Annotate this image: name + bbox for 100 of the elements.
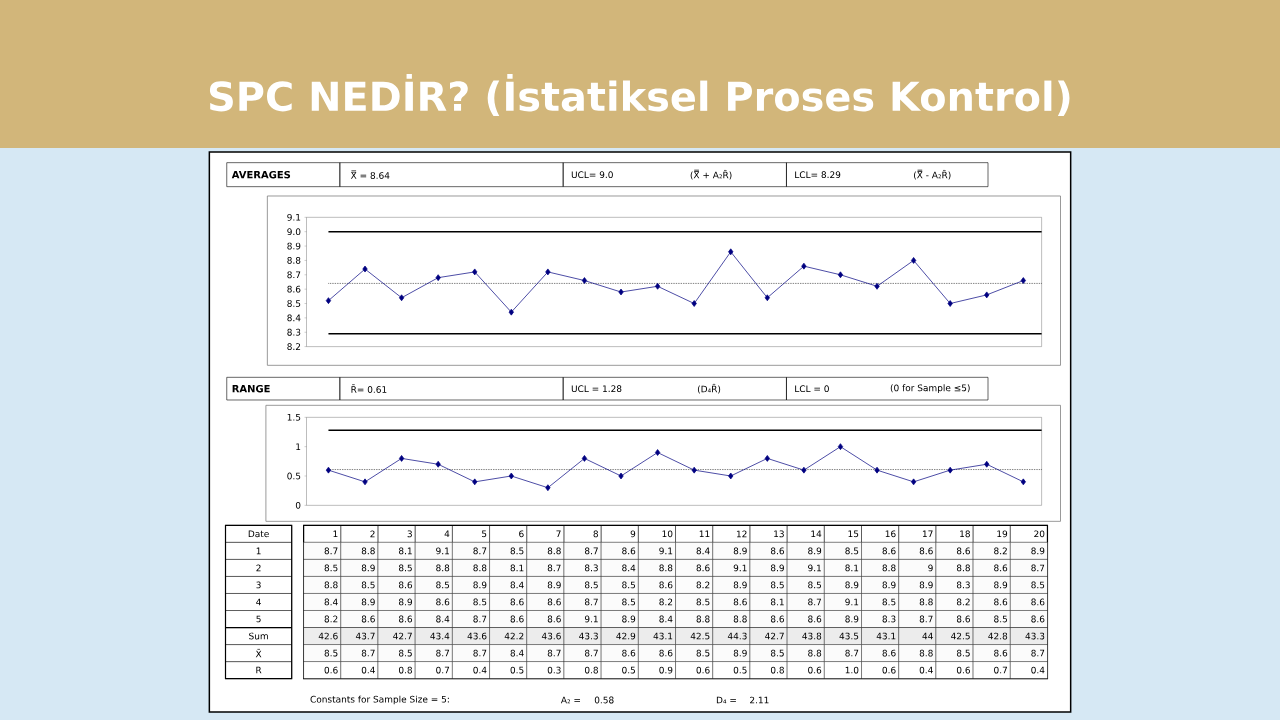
x-tick-label: 6 xyxy=(519,530,524,538)
data-label: 0.4 xyxy=(473,666,487,674)
x-tick-label: 18 xyxy=(960,530,970,538)
data-label: 0.4 xyxy=(919,666,933,674)
data-label: 8.1 xyxy=(845,564,859,572)
chart-title: RANGE xyxy=(232,384,270,393)
data-label: 8.6 xyxy=(956,615,970,623)
data-label: 8.6 xyxy=(882,547,896,555)
data-label: 8.8 xyxy=(733,615,747,623)
data-label: 8.6 xyxy=(622,547,636,555)
y-tick-label: 1.5 xyxy=(287,414,301,421)
data-label: 0.7 xyxy=(994,666,1007,674)
data-label: 8.9 xyxy=(733,547,747,555)
data-label: 8.5 xyxy=(398,564,412,572)
x-tick-label: 17 xyxy=(922,530,933,538)
x-tick-label: 7 xyxy=(556,530,561,538)
data-label: 8.6 xyxy=(696,564,710,572)
x-tick-label: 9 xyxy=(630,530,636,538)
text: R̄= 0.61 xyxy=(351,384,387,393)
text: D₄ = xyxy=(716,696,736,704)
x-tick-label: 2 xyxy=(370,530,375,538)
x-tick-label: 14 xyxy=(811,530,822,538)
data-label: 8.5 xyxy=(324,649,338,657)
data-label: 8.6 xyxy=(398,581,413,589)
data-label: 1.0 xyxy=(845,666,859,674)
data-label: 8.8 xyxy=(473,564,487,572)
data-label: 8.8 xyxy=(808,649,822,657)
data-label: 8.6 xyxy=(659,649,673,657)
data-label: 8.6 xyxy=(956,547,970,555)
data-label: 43.8 xyxy=(802,632,822,640)
y-tick-label: R xyxy=(256,666,262,674)
x-tick-label: 10 xyxy=(662,530,673,538)
data-label: 8.8 xyxy=(659,564,673,572)
data-label: 8.9 xyxy=(994,581,1008,589)
data-label: 8.7 xyxy=(547,564,561,572)
data-label: 8.6 xyxy=(994,598,1008,606)
data-label: 8.6 xyxy=(770,615,785,623)
data-label: 8.8 xyxy=(696,615,710,623)
data-label: 9 xyxy=(928,564,933,572)
data-label: 8.5 xyxy=(994,615,1007,623)
data-label: 8.9 xyxy=(882,581,896,589)
x-tick-label: 3 xyxy=(407,530,412,538)
data-label: 0.4 xyxy=(361,666,375,674)
y-tick-label: 9.1 xyxy=(287,213,301,221)
text: (X̿ - A₂R̄) xyxy=(914,169,951,180)
data-label: 8.2 xyxy=(994,547,1007,555)
text: LCL = 0 xyxy=(795,385,829,393)
x-tick-label: 4 xyxy=(444,530,450,538)
data-label: 8.5 xyxy=(324,564,338,572)
data-label: 8.5 xyxy=(770,649,784,657)
text: X̿ = 8.64 xyxy=(350,170,390,179)
data-label: 8.2 xyxy=(324,615,338,623)
data-label: 8.6 xyxy=(919,547,933,555)
y-tick-label: Sum xyxy=(249,632,268,640)
data-label: 8.4 xyxy=(510,649,524,657)
data-label: 8.3 xyxy=(956,581,970,589)
data-label: 8.6 xyxy=(1031,598,1045,606)
y-tick-label: 4 xyxy=(256,598,261,606)
data-label: 43.1 xyxy=(876,632,896,640)
data-label: 8.6 xyxy=(808,615,822,623)
data-label: 0.7 xyxy=(436,666,450,674)
data-label: 8.4 xyxy=(510,581,524,589)
data-label: 8.5 xyxy=(622,598,636,606)
data-label: 8.6 xyxy=(770,547,785,555)
data-label: 9.1 xyxy=(436,547,449,555)
data-label: 8.2 xyxy=(659,598,673,606)
data-label: 8.4 xyxy=(659,615,673,623)
data-label: 8.9 xyxy=(770,564,784,572)
y-tick-label: 5 xyxy=(256,615,261,623)
x-tick-label: 8 xyxy=(593,530,598,538)
y-tick-label: 8.6 xyxy=(287,285,301,293)
data-label: 0.6 xyxy=(956,666,970,674)
data-label: 8.5 xyxy=(473,598,487,606)
data-label: 42.8 xyxy=(988,632,1008,640)
data-label: 8.7 xyxy=(808,598,822,606)
data-label: 43.3 xyxy=(579,632,598,640)
data-label: 8.6 xyxy=(733,598,747,606)
data-label: 8.1 xyxy=(398,547,412,555)
x-tick-label: 20 xyxy=(1034,530,1045,538)
data-label: 8.4 xyxy=(622,564,636,572)
y-tick-label: 8.2 xyxy=(287,343,301,351)
data-label: 8.9 xyxy=(845,581,859,589)
data-label: 8.5 xyxy=(510,547,524,555)
data-label: 43.6 xyxy=(467,632,487,640)
data-label: 8.6 xyxy=(659,581,673,589)
data-label: 8.7 xyxy=(547,649,561,657)
data-label: 8.9 xyxy=(547,581,561,589)
data-label: 8.8 xyxy=(436,564,450,572)
data-label: 43.7 xyxy=(355,632,375,640)
y-tick-label: X̄ xyxy=(255,648,262,658)
data-label: 42.7 xyxy=(765,632,784,640)
data-label: 8.9 xyxy=(919,581,933,589)
text: UCL= 9.0 xyxy=(571,171,613,179)
data-label: 8.1 xyxy=(510,564,524,572)
data-label: 8.6 xyxy=(436,598,450,606)
text: (0 for Sample ≤5) xyxy=(890,384,970,393)
data-label: 8.6 xyxy=(361,615,375,623)
data-label: 43.1 xyxy=(653,632,673,640)
data-label: 8.4 xyxy=(436,615,450,623)
data-label: 8.8 xyxy=(919,649,933,657)
